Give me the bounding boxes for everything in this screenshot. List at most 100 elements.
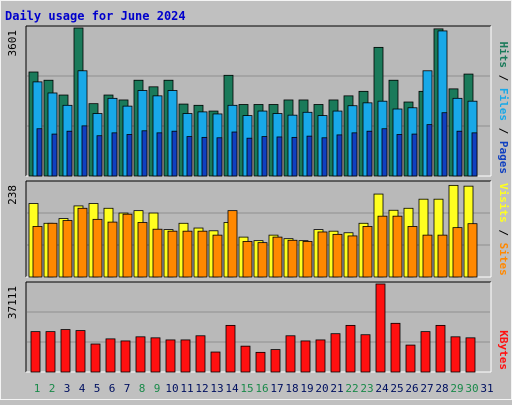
bar-sites-day-16 [257, 242, 268, 278]
chart-title: Daily usage for June 2024 [5, 9, 186, 23]
legend-kbytes: KBytes [497, 330, 510, 370]
bar-kbytes-day-29 [450, 336, 461, 373]
x-tick-label-day-8: 8 [139, 382, 146, 395]
legend-visits-sites: Visits / Sites [497, 183, 510, 276]
bar-pages-day-20 [321, 137, 328, 177]
bar-kbytes-day-18 [285, 335, 296, 373]
x-tick-label-day-24: 24 [375, 382, 389, 395]
x-tick-label-day-20: 20 [315, 382, 328, 395]
bar-sites-day-20 [317, 231, 328, 278]
x-tick-label-day-26: 26 [405, 382, 418, 395]
bar-sites-day-26 [407, 226, 418, 278]
bar-pages-day-7 [126, 134, 133, 177]
legend-item-sites: Sites [497, 243, 510, 276]
x-tick-label-day-17: 17 [270, 382, 283, 395]
legend-hits-files-pages: Hits / Files / Pages [497, 42, 510, 175]
legend-item-visits: Visits [497, 183, 510, 223]
bar-kbytes-day-5 [90, 343, 101, 373]
bar-sites-day-6 [107, 221, 118, 278]
y-max-label-hits-files-pages: 3601 [6, 30, 19, 57]
x-tick-label-day-7: 7 [124, 382, 131, 395]
bar-kbytes-day-22 [345, 324, 356, 373]
x-tick-label-day-6: 6 [109, 382, 116, 395]
panel-hits-files-pages: 3601 Hits / Files / Pages [6, 25, 510, 177]
bar-kbytes-day-15 [240, 345, 251, 373]
bar-pages-day-6 [111, 132, 118, 177]
bar-sites-day-5 [92, 218, 103, 278]
bar-kbytes-day-26 [405, 344, 416, 373]
bar-kbytes-day-19 [300, 340, 311, 373]
x-tick-label-day-10: 10 [165, 382, 178, 395]
bar-kbytes-day-21 [330, 333, 341, 373]
bar-pages-day-22 [351, 132, 358, 177]
bar-pages-day-9 [156, 132, 163, 177]
bar-kbytes-day-23 [360, 334, 371, 373]
bar-sites-day-7 [122, 213, 133, 278]
bar-kbytes-day-7 [120, 340, 131, 373]
bar-sites-day-22 [347, 235, 358, 278]
bar-sites-day-24 [377, 215, 388, 278]
x-tick-label-day-25: 25 [390, 382, 403, 395]
bar-kbytes-day-13 [210, 351, 221, 373]
bar-sites-day-8 [137, 222, 148, 278]
panel-kbytes: 37111 KBytes [6, 281, 510, 373]
x-tick-label-day-5: 5 [94, 382, 101, 395]
bar-sites-day-25 [392, 215, 403, 278]
bar-kbytes-day-2 [45, 331, 56, 373]
bar-pages-day-27 [426, 124, 433, 177]
bar-kbytes-day-16 [255, 351, 266, 373]
x-tick-label-day-30: 30 [465, 382, 478, 395]
bar-kbytes-day-8 [135, 336, 146, 373]
bar-pages-day-12 [201, 136, 208, 177]
bar-pages-day-15 [246, 137, 253, 177]
bar-pages-day-19 [306, 135, 313, 177]
bar-kbytes-day-27 [420, 331, 431, 373]
bar-pages-day-21 [336, 134, 343, 177]
bar-pages-day-3 [66, 130, 73, 177]
bar-kbytes-day-3 [60, 329, 71, 373]
legend-item-pages: Pages [497, 141, 510, 174]
bar-sites-day-2 [47, 222, 58, 278]
legend-separator: / [497, 68, 510, 88]
x-tick-label-day-13: 13 [210, 382, 223, 395]
x-tick-label-day-9: 9 [154, 382, 161, 395]
bar-sites-day-3 [62, 220, 73, 278]
x-tick-label-day-16: 16 [255, 382, 268, 395]
y-max-label-kbytes: 37111 [6, 286, 19, 319]
legend-separator: / [497, 223, 510, 243]
bar-sites-day-9 [152, 228, 163, 278]
x-tick-label-day-27: 27 [420, 382, 433, 395]
x-tick-label-day-23: 23 [360, 382, 373, 395]
panel-visits-sites: 238 Visits / Sites [6, 180, 510, 278]
bar-pages-day-18 [291, 136, 298, 177]
x-tick-label-day-4: 4 [79, 382, 86, 395]
x-tick-label-day-31: 31 [480, 382, 493, 395]
bar-kbytes-day-20 [315, 339, 326, 373]
legend-item-kbytes: KBytes [497, 330, 510, 370]
bar-sites-day-17 [272, 236, 283, 278]
bar-sites-day-28 [437, 234, 448, 278]
bar-sites-day-23 [362, 226, 373, 278]
bar-pages-day-23 [366, 130, 373, 177]
bar-sites-day-29 [452, 227, 463, 278]
bar-kbytes-day-6 [105, 338, 116, 373]
legend-item-hits: Hits [497, 42, 510, 69]
bar-kbytes-day-1 [30, 331, 41, 373]
bar-sites-day-27 [422, 234, 433, 278]
bar-pages-day-8 [141, 130, 148, 177]
x-tick-label-day-1: 1 [34, 382, 41, 395]
bar-kbytes-day-14 [225, 324, 236, 373]
x-tick-label-day-28: 28 [435, 382, 448, 395]
bar-kbytes-day-10 [165, 339, 176, 373]
bar-sites-day-14 [227, 210, 238, 278]
x-tick-label-day-15: 15 [240, 382, 253, 395]
bar-pages-day-16 [261, 136, 268, 177]
bar-sites-day-10 [167, 230, 178, 278]
bar-pages-day-5 [96, 135, 103, 177]
bar-pages-day-14 [231, 131, 238, 177]
x-tick-label-day-2: 2 [49, 382, 56, 395]
bar-sites-day-11 [182, 230, 193, 278]
x-tick-label-day-29: 29 [450, 382, 463, 395]
